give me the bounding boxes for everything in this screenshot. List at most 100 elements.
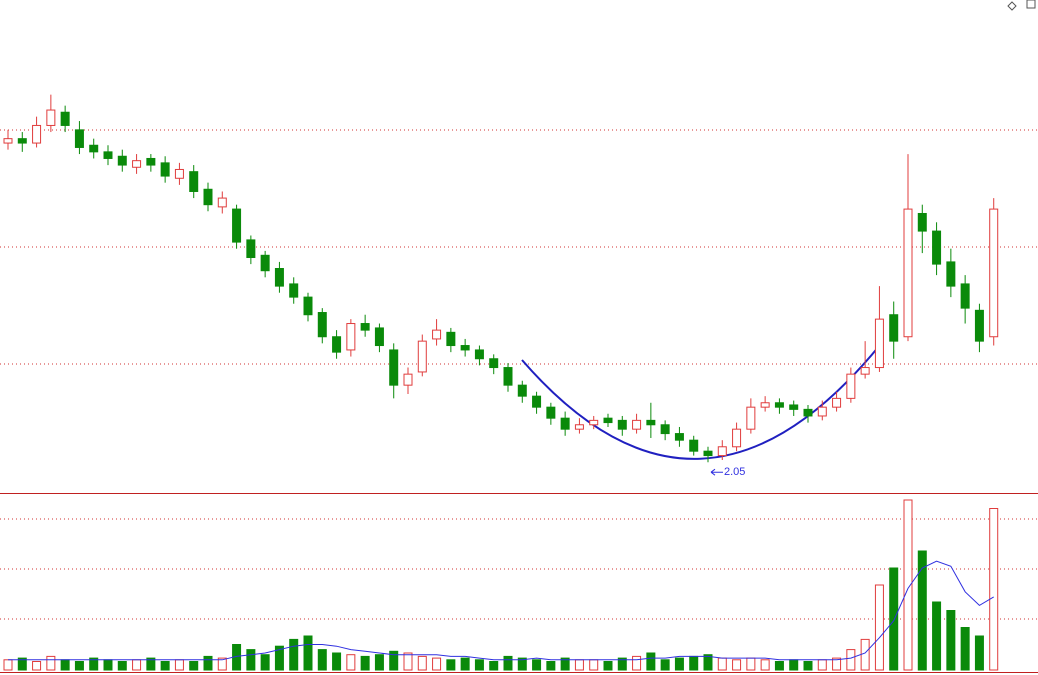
volume-bar [889, 567, 899, 671]
candle-body [974, 309, 984, 342]
volume-bar [974, 635, 984, 671]
candle-body [817, 406, 827, 417]
volume-bar [460, 657, 470, 671]
volume-bar [903, 499, 913, 671]
candle-body [760, 402, 770, 408]
volume-bar [832, 657, 842, 671]
volume-bar [289, 638, 299, 671]
volume-bar [332, 652, 342, 671]
candle-body [803, 408, 813, 417]
candle-body [674, 433, 684, 441]
candle-body [432, 329, 442, 340]
volume-bar [689, 655, 699, 671]
candle-body [274, 268, 284, 287]
candle-body [789, 404, 799, 410]
candle-body [603, 417, 613, 424]
candle-body [832, 397, 842, 408]
candle-body [617, 419, 627, 430]
volume-bar [417, 655, 427, 671]
volume-bar [574, 659, 584, 671]
volume-bar [960, 627, 970, 671]
volume-bar [374, 654, 384, 671]
candle-body [174, 168, 184, 179]
volume-bar [674, 657, 684, 671]
volume-bar [89, 657, 99, 671]
volume-bar [60, 659, 70, 671]
candle-body [374, 327, 384, 347]
volume-bar [46, 655, 56, 671]
candle-body [746, 406, 756, 430]
volume-bar [74, 661, 84, 671]
low-arrow [710, 468, 723, 476]
candle-body [574, 424, 584, 430]
candle-body [89, 144, 99, 153]
icon [1007, 1, 1017, 11]
volume-bar [603, 661, 613, 671]
candle-body [689, 439, 699, 452]
volume-bar [174, 659, 184, 671]
candle-body [889, 314, 899, 342]
candle-body [960, 283, 970, 309]
volume-bar [746, 657, 756, 671]
candle-body [46, 109, 56, 126]
volume-bar [717, 657, 727, 671]
candle-body [932, 230, 942, 265]
volume-bar [917, 550, 927, 671]
volume-bar [360, 655, 370, 671]
volume-bar [160, 661, 170, 671]
volume-bar [817, 659, 827, 671]
volume-bar [132, 659, 142, 671]
volume-bar [589, 659, 599, 671]
volume-bar [17, 657, 27, 671]
candle-body [132, 160, 142, 168]
candle-body [903, 208, 913, 338]
low-label: 2.05 [724, 466, 745, 478]
candle-body [860, 367, 870, 375]
candle-body [246, 239, 256, 259]
candle-body [74, 129, 84, 148]
candle-body [732, 428, 742, 448]
candle-body [17, 138, 27, 144]
candle-body [703, 450, 713, 457]
candle-body [717, 446, 727, 457]
volume-bar [846, 649, 856, 671]
candle-body [403, 373, 413, 386]
volume-bar [203, 655, 213, 671]
candle-body [346, 323, 356, 351]
volume-bar [517, 657, 527, 671]
volume-bar [260, 654, 270, 671]
candle-body [117, 155, 127, 166]
volume-bar [489, 661, 499, 671]
volume-bar [117, 661, 127, 671]
candle-body [503, 367, 513, 386]
candle-body [32, 124, 42, 144]
volume-bar [346, 654, 356, 671]
candle-body [517, 384, 527, 397]
candle-body [417, 340, 427, 373]
bowl-pattern [521, 344, 881, 460]
candle-body [989, 208, 999, 338]
candle-body [532, 395, 542, 408]
volume-bar [503, 655, 513, 671]
volume-bar [860, 638, 870, 671]
candle-body [589, 419, 599, 426]
volume-bar [632, 655, 642, 671]
volume-bar [403, 652, 413, 671]
volume-bar [732, 659, 742, 671]
volume-bar [189, 661, 199, 671]
volume-bar [646, 652, 656, 671]
candle-body [260, 254, 270, 272]
volume-bar [560, 657, 570, 671]
candle-body [774, 402, 784, 408]
candle-body [317, 312, 327, 338]
icon [1026, 0, 1036, 9]
candle-body [232, 208, 242, 243]
candle-body [103, 151, 113, 159]
candle-body [474, 349, 484, 360]
volume-bar [432, 657, 442, 671]
candle-body [217, 197, 227, 208]
volume-bar [703, 654, 713, 671]
candle-body [489, 358, 499, 369]
